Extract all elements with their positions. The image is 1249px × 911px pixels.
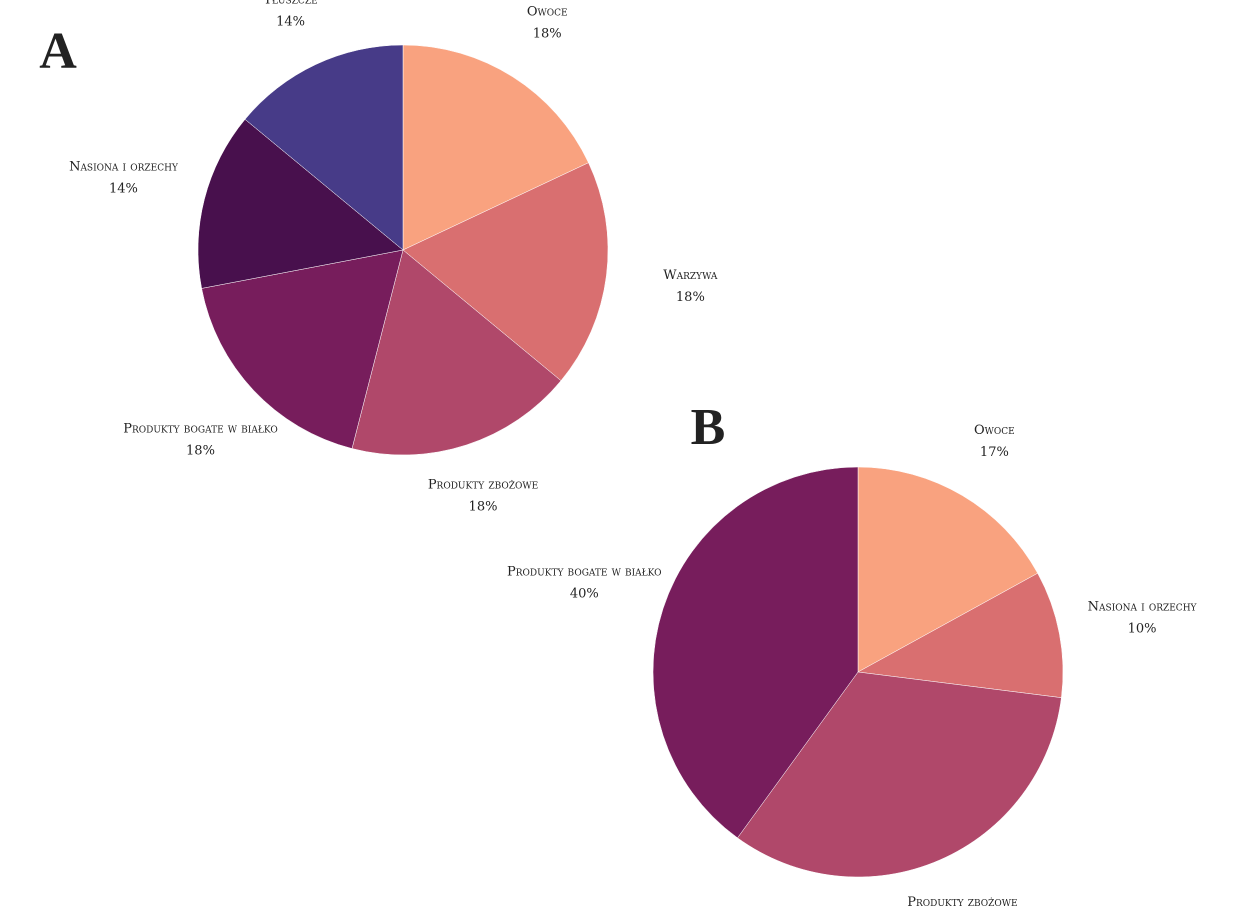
slice-label: Warzywa: [663, 268, 718, 283]
slice-label: Owoce: [527, 4, 568, 19]
slice-value-label: 14%: [276, 14, 305, 29]
chart-title: A: [39, 23, 77, 80]
slice-value-label: 17%: [980, 445, 1009, 460]
pie-slice: [197, 118, 404, 289]
slice-value-label: 10%: [1128, 621, 1157, 636]
pie-slice: [201, 249, 404, 449]
slice-value-label: 40%: [570, 587, 599, 602]
pie-slice: [857, 466, 1038, 673]
slice-label: Produkty bogate w białko: [123, 422, 278, 437]
chart-title: B: [691, 399, 726, 456]
slice-value-label: 18%: [186, 444, 215, 459]
slice-label: Nasiona i orzechy: [69, 160, 179, 175]
slice-value-label: 18%: [676, 290, 705, 305]
pie-slice: [737, 671, 1062, 878]
slice-label: Nasiona i orzechy: [1088, 599, 1198, 614]
slice-value-label: 14%: [109, 182, 138, 197]
slice-value-label: 18%: [533, 26, 562, 41]
slice-label: Produkty zbożowe: [428, 478, 538, 493]
pie-slice: [351, 249, 562, 456]
pie-slice: [857, 572, 1064, 698]
pie-slice: [402, 162, 609, 382]
pie-slice: [402, 44, 589, 251]
slice-value-label: 18%: [469, 500, 498, 515]
slice-label: Tłuszcze: [263, 0, 317, 7]
slice-label: Produkty zbożowe: [907, 895, 1017, 910]
slice-label: Owoce: [974, 423, 1015, 438]
slice-label: Produkty bogate w białko: [507, 565, 662, 580]
pie-slice: [652, 466, 859, 839]
pie-slice: [244, 44, 404, 251]
